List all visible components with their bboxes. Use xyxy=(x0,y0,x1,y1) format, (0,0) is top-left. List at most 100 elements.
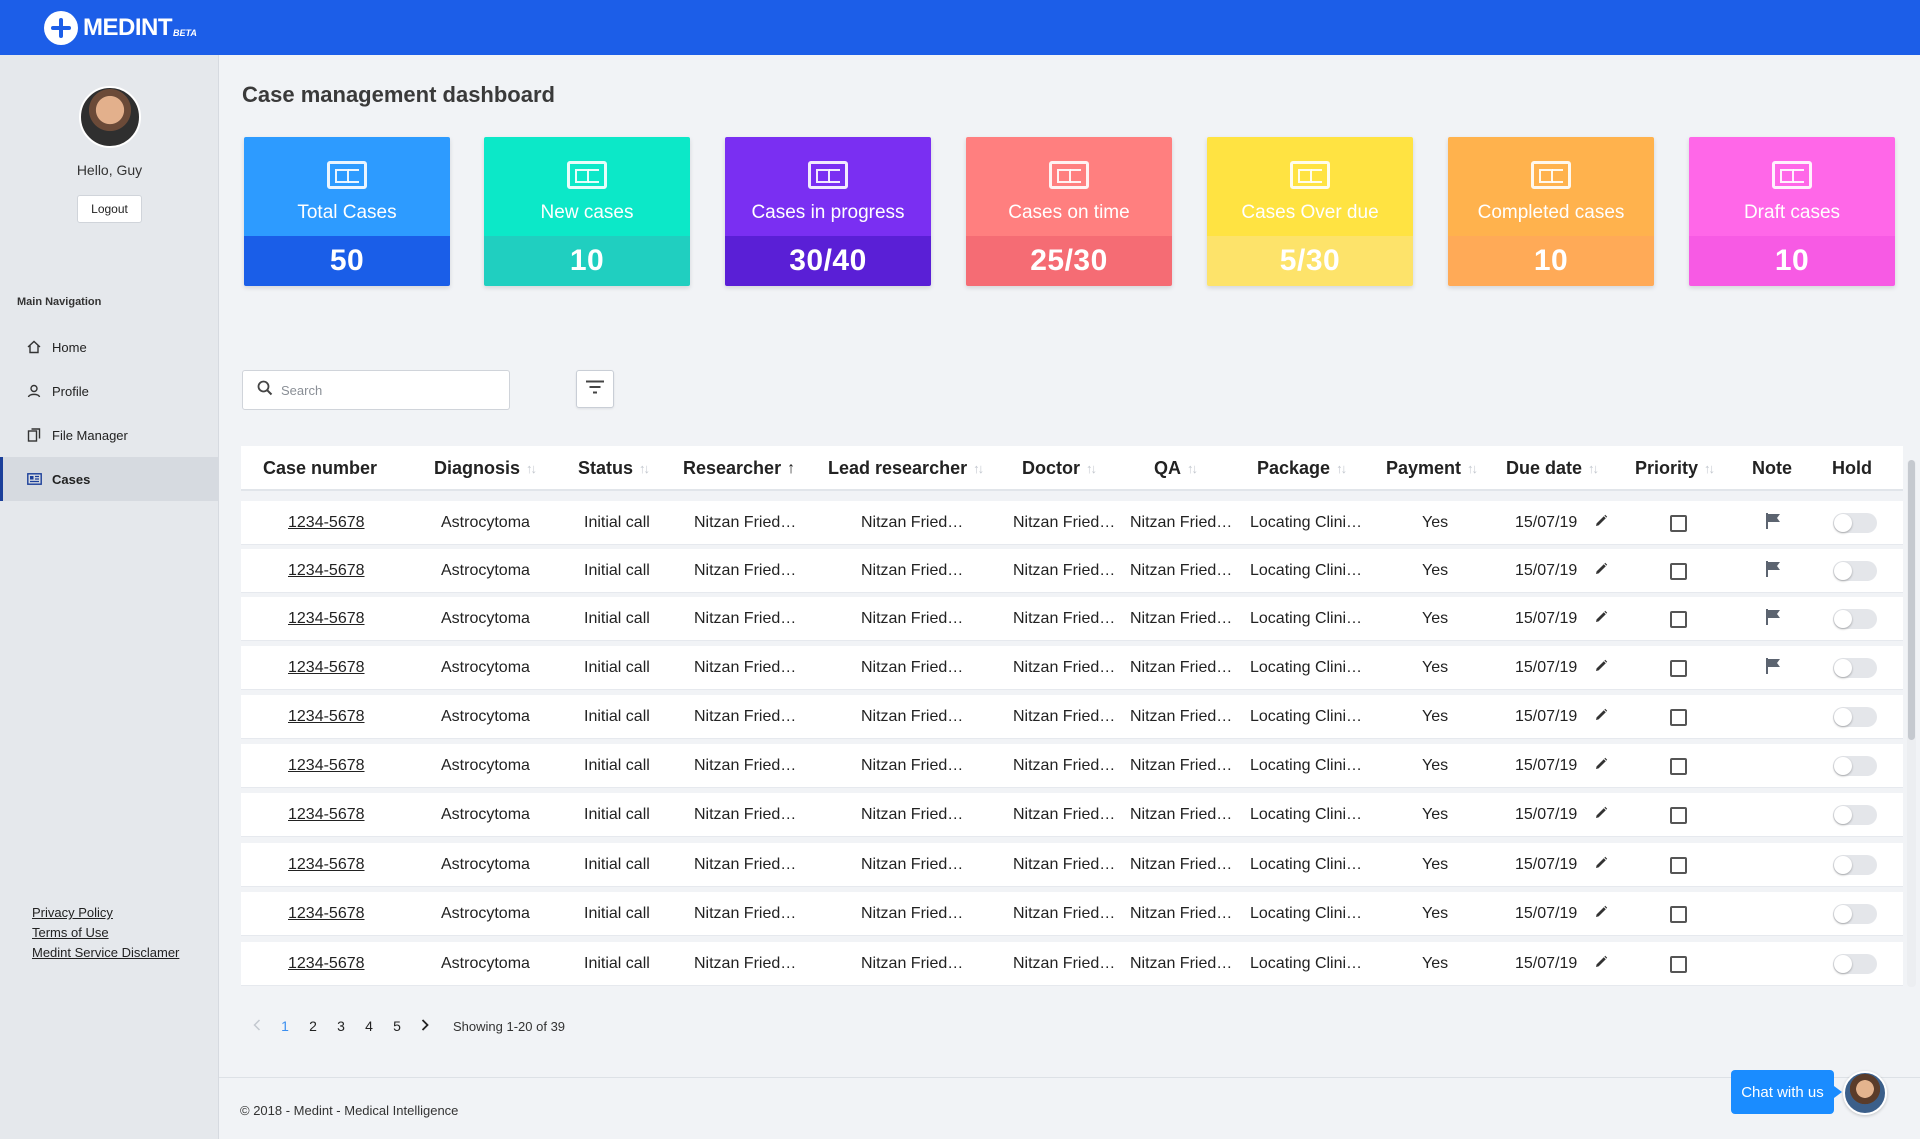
note-cell[interactable] xyxy=(1764,646,1782,690)
table-row[interactable]: 1234-5678 Astrocytoma Initial call Nitzan F… xyxy=(241,843,1903,887)
priority-checkbox[interactable] xyxy=(1670,955,1687,973)
case-number-link[interactable]: 1234-5678 xyxy=(288,514,365,531)
flag-icon xyxy=(1764,512,1782,535)
scrollbar-thumb[interactable] xyxy=(1908,460,1915,740)
stat-card[interactable]: New cases 10 xyxy=(484,137,690,286)
table-row[interactable]: 1234-5678 Astrocytoma Initial call Nitzan F… xyxy=(241,549,1903,593)
stat-card[interactable]: Cases Over due 5/30 xyxy=(1207,137,1413,286)
edit-date-button[interactable] xyxy=(1594,646,1608,690)
case-number-link[interactable]: 1234-5678 xyxy=(288,708,365,725)
hold-toggle[interactable] xyxy=(1833,707,1877,727)
table-scrollbar[interactable] xyxy=(1907,460,1916,987)
column-header[interactable]: Priority ↑↓ xyxy=(1635,446,1715,491)
page-4-button[interactable]: 4 xyxy=(365,1018,373,1034)
edit-date-button[interactable] xyxy=(1594,793,1608,837)
table-row[interactable]: 1234-5678 Astrocytoma Initial call Nitzan F… xyxy=(241,793,1903,837)
chat-with-us-button[interactable]: Chat with us xyxy=(1731,1070,1842,1114)
table-row[interactable]: 1234-5678 Astrocytoma Initial call Nitzan F… xyxy=(241,695,1903,739)
priority-checkbox[interactable] xyxy=(1670,806,1687,824)
chat-agent-avatar[interactable] xyxy=(1843,1071,1887,1115)
note-cell[interactable] xyxy=(1764,501,1782,545)
case-number-link[interactable]: 1234-5678 xyxy=(288,562,365,579)
case-number-link[interactable]: 1234-5678 xyxy=(288,806,365,823)
column-header[interactable]: Diagnosis ↑↓ xyxy=(434,446,537,491)
priority-checkbox[interactable] xyxy=(1670,856,1687,874)
hold-toggle[interactable] xyxy=(1833,805,1877,825)
hold-toggle[interactable] xyxy=(1833,855,1877,875)
sidebar-item-home[interactable]: Home xyxy=(0,325,219,369)
case-number-link[interactable]: 1234-5678 xyxy=(288,905,365,922)
priority-checkbox[interactable] xyxy=(1670,610,1687,628)
edit-date-button[interactable] xyxy=(1594,695,1608,739)
logout-button[interactable]: Logout xyxy=(77,195,142,223)
case-number-link[interactable]: 1234-5678 xyxy=(288,610,365,627)
edit-date-button[interactable] xyxy=(1594,501,1608,545)
stat-card[interactable]: Total Cases 50 xyxy=(244,137,450,286)
page-5-button[interactable]: 5 xyxy=(393,1018,401,1034)
hold-toggle[interactable] xyxy=(1833,756,1877,776)
priority-checkbox[interactable] xyxy=(1670,708,1687,726)
terms-of-use-link[interactable]: Terms of Use xyxy=(32,925,109,940)
table-row[interactable]: 1234-5678 Astrocytoma Initial call Nitzan F… xyxy=(241,646,1903,690)
page-3-button[interactable]: 3 xyxy=(337,1018,345,1034)
column-header[interactable]: Due date ↑↓ xyxy=(1506,446,1599,491)
filter-button[interactable] xyxy=(576,370,614,408)
hold-toggle[interactable] xyxy=(1833,658,1877,678)
edit-date-button[interactable] xyxy=(1594,744,1608,788)
service-disclaimer-link[interactable]: Medint Service Disclamer xyxy=(32,945,180,960)
table-row[interactable]: 1234-5678 Astrocytoma Initial call Nitzan F… xyxy=(241,942,1903,986)
hold-toggle[interactable] xyxy=(1833,609,1877,629)
edit-date-button[interactable] xyxy=(1594,597,1608,641)
edit-date-button[interactable] xyxy=(1594,942,1608,986)
column-header[interactable]: Package ↑↓ xyxy=(1257,446,1347,491)
sidebar-item-profile[interactable]: Profile xyxy=(0,369,219,413)
sidebar-item-cases[interactable]: Cases xyxy=(0,457,219,501)
table-row[interactable]: 1234-5678 Astrocytoma Initial call Nitzan F… xyxy=(241,892,1903,936)
note-cell[interactable] xyxy=(1764,549,1782,593)
priority-checkbox[interactable] xyxy=(1670,905,1687,923)
column-header[interactable]: Researcher ↑ xyxy=(683,446,795,491)
priority-checkbox[interactable] xyxy=(1670,514,1687,532)
edit-date-button[interactable] xyxy=(1594,892,1608,936)
page-2-button[interactable]: 2 xyxy=(309,1018,317,1034)
stat-card[interactable]: Cases in progress 30/40 xyxy=(725,137,931,286)
hold-toggle[interactable] xyxy=(1833,561,1877,581)
stat-card[interactable]: Completed cases 10 xyxy=(1448,137,1654,286)
avatar[interactable] xyxy=(79,86,141,148)
logo-text[interactable]: MEDINT xyxy=(83,13,173,41)
table-row[interactable]: 1234-5678 Astrocytoma Initial call Nitzan F… xyxy=(241,501,1903,545)
note-cell[interactable] xyxy=(1764,597,1782,641)
search-box[interactable] xyxy=(242,370,510,410)
column-header[interactable]: Doctor ↑↓ xyxy=(1022,446,1097,491)
search-input[interactable] xyxy=(281,382,501,398)
column-header[interactable]: Payment ↑↓ xyxy=(1386,446,1478,491)
medint-logo-icon[interactable] xyxy=(44,10,78,45)
package-cell: Locating Clini… xyxy=(1250,659,1363,676)
stat-card-label: Completed cases xyxy=(1477,202,1625,223)
column-header[interactable]: Lead researcher ↑↓ xyxy=(828,446,984,491)
hold-toggle[interactable] xyxy=(1833,954,1877,974)
edit-date-button[interactable] xyxy=(1594,843,1608,887)
privacy-policy-link[interactable]: Privacy Policy xyxy=(32,905,113,920)
case-number-link[interactable]: 1234-5678 xyxy=(288,856,365,873)
priority-checkbox[interactable] xyxy=(1670,659,1687,677)
case-number-link[interactable]: 1234-5678 xyxy=(288,955,365,972)
sidebar-item-file-manager[interactable]: File Manager xyxy=(0,413,219,457)
page-1-button[interactable]: 1 xyxy=(281,1018,289,1034)
edit-date-button[interactable] xyxy=(1594,549,1608,593)
column-header[interactable]: QA ↑↓ xyxy=(1154,446,1198,491)
hold-toggle[interactable] xyxy=(1833,513,1877,533)
next-page-button[interactable] xyxy=(411,1018,439,1034)
table-row[interactable]: 1234-5678 Astrocytoma Initial call Nitzan F… xyxy=(241,744,1903,788)
case-number-link[interactable]: 1234-5678 xyxy=(288,659,365,676)
payment-cell: Yes xyxy=(1422,659,1449,676)
stat-card[interactable]: Draft cases 10 xyxy=(1689,137,1895,286)
hold-toggle[interactable] xyxy=(1833,904,1877,924)
case-number-link[interactable]: 1234-5678 xyxy=(288,757,365,774)
column-header[interactable]: Status ↑↓ xyxy=(578,446,650,491)
table-row[interactable]: 1234-5678 Astrocytoma Initial call Nitzan F… xyxy=(241,597,1903,641)
prev-page-button[interactable] xyxy=(243,1018,271,1034)
stat-card[interactable]: Cases on time 25/30 xyxy=(966,137,1172,286)
priority-checkbox[interactable] xyxy=(1670,757,1687,775)
priority-checkbox[interactable] xyxy=(1670,562,1687,580)
